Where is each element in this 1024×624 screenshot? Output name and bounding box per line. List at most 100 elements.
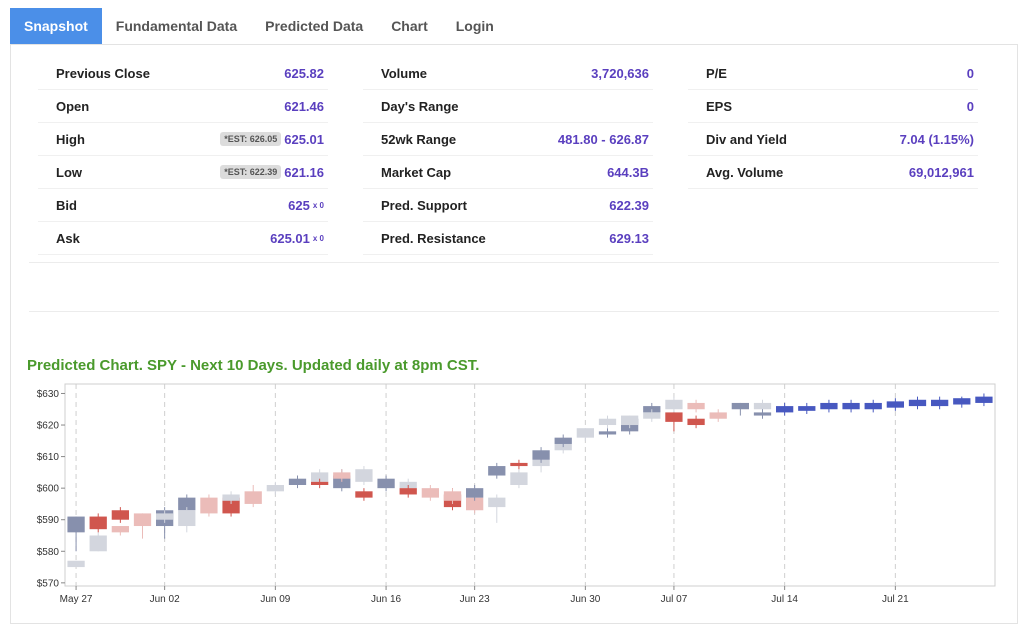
candle-body bbox=[510, 472, 528, 485]
candle-body bbox=[244, 491, 262, 504]
stat-value: 644.3B bbox=[607, 164, 649, 180]
stat-volume: Volume 3,720,636 bbox=[363, 57, 653, 90]
y-tick-label: $580 bbox=[37, 547, 60, 558]
candle-body bbox=[156, 513, 174, 520]
stat-label: Ask bbox=[56, 230, 80, 246]
candle-body bbox=[67, 560, 85, 568]
candle-body bbox=[421, 488, 439, 498]
stat-pred-support: Pred. Support 622.39 bbox=[363, 189, 653, 222]
candle-body bbox=[864, 402, 882, 410]
candle-body bbox=[510, 462, 528, 467]
candle-body bbox=[355, 491, 373, 498]
stat-value: 625 bbox=[288, 197, 310, 213]
candle-body bbox=[753, 402, 772, 410]
estimate-badge: *EST: 626.05 bbox=[220, 132, 282, 146]
y-tick-label: $600 bbox=[37, 484, 60, 495]
chart-title: Predicted Chart. SPY - Next 10 Days. Upd… bbox=[27, 357, 480, 374]
candle-body bbox=[532, 450, 550, 460]
stats-column-valuation: P/E 0 EPS 0 Div and Yield 7.04 (1.15%) A… bbox=[688, 57, 978, 189]
y-tick-label: $630 bbox=[37, 389, 60, 400]
candle-body bbox=[665, 412, 683, 422]
candle-body bbox=[776, 406, 794, 413]
stat-label: Div and Yield bbox=[706, 131, 787, 147]
candle-body bbox=[753, 412, 772, 416]
stat-value: 7.04 (1.15%) bbox=[899, 131, 974, 147]
candle-body bbox=[288, 478, 307, 485]
tab-chart[interactable]: Chart bbox=[391, 18, 428, 34]
stat-label: Volume bbox=[381, 65, 427, 81]
x-tick-label: Jul 07 bbox=[661, 594, 688, 605]
stat-label: Bid bbox=[56, 197, 77, 213]
stat-pred-resistance: Pred. Resistance 629.13 bbox=[363, 222, 653, 255]
x-tick-label: Jun 30 bbox=[570, 594, 600, 605]
stat-open: Open 621.46 bbox=[38, 90, 328, 123]
estimate-badge: *EST: 622.39 bbox=[220, 165, 282, 179]
tab-predicted-data[interactable]: Predicted Data bbox=[265, 18, 364, 34]
y-tick-label: $610 bbox=[37, 452, 60, 463]
candle-body bbox=[200, 497, 218, 514]
candle-body bbox=[709, 412, 727, 419]
candle-body bbox=[222, 494, 240, 501]
candle-body bbox=[554, 437, 572, 444]
stat-div-yield: Div and Yield 7.04 (1.15%) bbox=[688, 123, 978, 156]
stat-value-group: 625 x 0 bbox=[288, 198, 324, 213]
stat-eps: EPS 0 bbox=[688, 90, 978, 123]
stat-ask: Ask 625.01 x 0 bbox=[38, 222, 328, 255]
candle-body bbox=[111, 510, 129, 520]
divider bbox=[29, 311, 999, 312]
stat-value: 629.13 bbox=[609, 230, 649, 246]
candle-body bbox=[133, 513, 152, 527]
candle-body bbox=[111, 526, 129, 533]
candle-body bbox=[731, 402, 749, 410]
stat-value: 621.16 bbox=[284, 164, 324, 180]
candle-body bbox=[466, 488, 484, 498]
stat-label: Day's Range bbox=[381, 98, 459, 114]
x-tick-label: Jun 09 bbox=[260, 594, 290, 605]
stat-value: 625.01 bbox=[270, 230, 310, 246]
candle-body bbox=[931, 399, 949, 407]
stat-value: 621.46 bbox=[284, 98, 324, 114]
candle-body bbox=[798, 406, 816, 411]
stat-value: 622.39 bbox=[609, 197, 649, 213]
candle-body bbox=[333, 472, 351, 479]
candle-body bbox=[178, 497, 196, 511]
candle-body bbox=[89, 535, 107, 552]
tab-bar: Snapshot Fundamental Data Predicted Data… bbox=[10, 8, 508, 44]
y-tick-label: $590 bbox=[37, 515, 60, 526]
candle-body bbox=[466, 497, 484, 511]
candle-body bbox=[178, 510, 196, 527]
stat-value: 3,720,636 bbox=[591, 65, 649, 81]
candle-body bbox=[687, 402, 705, 410]
stat-label: High bbox=[56, 131, 85, 147]
stat-high: High *EST: 626.05 625.01 bbox=[38, 123, 328, 156]
stat-label: Low bbox=[56, 164, 82, 180]
stat-value-group: *EST: 626.05 625.01 bbox=[220, 132, 324, 147]
tab-fundamental-data[interactable]: Fundamental Data bbox=[115, 18, 238, 34]
size-multiplier: x 0 bbox=[312, 233, 324, 243]
stat-label: EPS bbox=[706, 98, 733, 114]
x-tick-label: May 27 bbox=[60, 594, 93, 605]
candle-body bbox=[908, 399, 927, 407]
y-tick-label: $620 bbox=[37, 421, 60, 432]
size-multiplier: x 0 bbox=[312, 200, 324, 210]
stat-avg-volume: Avg. Volume 69,012,961 bbox=[688, 156, 978, 189]
candle-body bbox=[687, 418, 705, 426]
stat-label: Open bbox=[56, 98, 90, 114]
candle-body bbox=[89, 516, 107, 530]
stat-value: 625.01 bbox=[284, 131, 324, 147]
tab-login[interactable]: Login bbox=[455, 18, 494, 34]
stat-label: 52wk Range bbox=[381, 131, 457, 147]
stat-value: 481.80 - 626.87 bbox=[557, 131, 649, 147]
x-tick-label: Jul 21 bbox=[882, 594, 909, 605]
stat-label: Pred. Resistance bbox=[381, 230, 486, 246]
candle-body bbox=[443, 491, 462, 501]
tab-snapshot[interactable]: Snapshot bbox=[10, 8, 102, 44]
x-tick-label: Jul 14 bbox=[771, 594, 798, 605]
stat-low: Low *EST: 622.39 621.16 bbox=[38, 156, 328, 189]
candle-body bbox=[621, 415, 639, 426]
candle-body bbox=[643, 412, 661, 419]
stat-value: 69,012,961 bbox=[908, 164, 974, 180]
y-tick-label: $570 bbox=[37, 578, 60, 589]
stat-days-range: Day's Range bbox=[363, 90, 653, 123]
